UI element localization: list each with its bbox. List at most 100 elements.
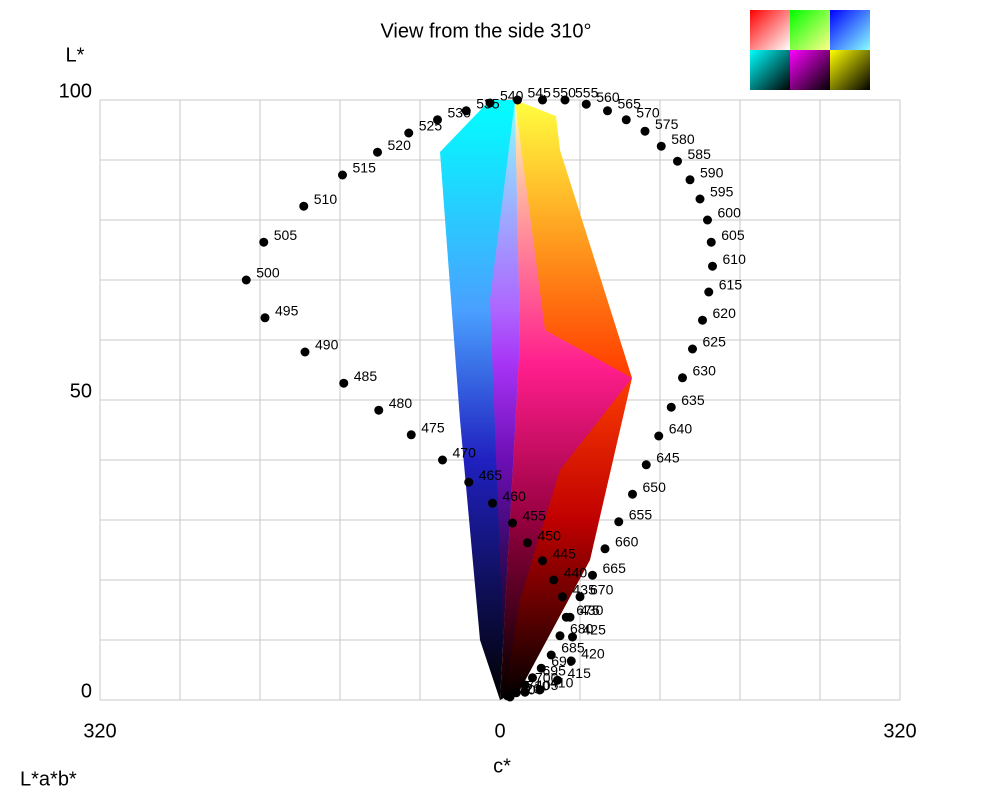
point <box>374 405 384 415</box>
point-label: 455 <box>523 508 547 524</box>
y-axis-label: L* <box>66 44 85 66</box>
point-label: 585 <box>688 146 712 162</box>
point <box>656 141 666 151</box>
point-label: 430 <box>580 602 604 618</box>
point <box>461 106 471 116</box>
point <box>698 315 707 325</box>
point <box>703 215 712 225</box>
point-label: 460 <box>503 488 527 504</box>
point-label: 615 <box>719 277 743 293</box>
point-label: 480 <box>389 395 413 411</box>
point-label: 630 <box>693 363 717 379</box>
point-label: 485 <box>354 368 378 384</box>
point-label: 710 <box>526 678 550 694</box>
point <box>503 691 512 701</box>
point <box>513 95 522 105</box>
corner-label: L*a*b* <box>20 768 77 790</box>
point <box>520 680 530 690</box>
point-label: 600 <box>718 205 742 221</box>
point <box>688 344 697 354</box>
point-label: 595 <box>710 184 734 200</box>
point <box>706 237 716 247</box>
point-label: 590 <box>700 165 724 181</box>
point <box>555 631 565 641</box>
point <box>511 688 521 698</box>
point <box>568 632 577 642</box>
point-label: 610 <box>723 251 747 267</box>
point-label: 425 <box>583 622 607 638</box>
point-label: 510 <box>314 191 338 207</box>
point-label: 690 <box>551 653 575 669</box>
point-label: 520 <box>388 137 412 153</box>
point-label: 505 <box>274 227 298 243</box>
y-tick-label: 100 <box>59 80 92 102</box>
x-axis-label: c* <box>493 755 511 777</box>
point-label: 475 <box>421 420 445 436</box>
point <box>678 373 687 383</box>
point-label: 420 <box>581 646 605 662</box>
x-tick-label: 320 <box>883 720 916 742</box>
point <box>558 592 567 602</box>
point-label: 440 <box>564 565 588 581</box>
point-label: 700 <box>535 670 559 686</box>
point <box>406 430 416 440</box>
point-label: 415 <box>568 665 592 681</box>
chart-title: View from the side 310° <box>380 20 591 42</box>
point-label: 675 <box>576 602 600 618</box>
point-label: 620 <box>713 305 737 321</box>
point <box>339 378 349 388</box>
point <box>508 518 517 528</box>
point <box>523 538 532 548</box>
point <box>695 194 705 204</box>
point <box>600 544 610 554</box>
y-tick-label: 50 <box>70 380 92 402</box>
point <box>538 556 547 566</box>
point <box>338 170 347 180</box>
point <box>673 156 682 166</box>
point-label: 565 <box>618 96 642 112</box>
point-label: 470 <box>453 445 477 461</box>
point-label: 640 <box>669 421 693 437</box>
point-label: 490 <box>315 337 339 353</box>
point <box>538 95 547 105</box>
point-label: 660 <box>615 534 639 550</box>
point <box>259 237 269 247</box>
x-tick-label: 0 <box>494 720 505 742</box>
point <box>404 128 414 138</box>
point-label: 635 <box>681 392 705 408</box>
point-label: 575 <box>655 116 679 132</box>
point-label: 645 <box>656 450 680 466</box>
point-label: 555 <box>575 85 599 101</box>
point <box>560 95 570 105</box>
point <box>260 313 270 323</box>
point-label: 515 <box>353 160 377 176</box>
point-label: 685 <box>561 640 585 656</box>
point-label: 465 <box>479 467 503 483</box>
point-label: 500 <box>256 265 280 281</box>
x-tick-label: 320 <box>83 720 116 742</box>
point <box>614 517 624 527</box>
point-label: 550 <box>553 85 577 101</box>
point <box>488 498 497 508</box>
point <box>561 612 571 622</box>
point <box>535 685 545 695</box>
point <box>373 147 382 157</box>
point <box>621 115 631 125</box>
point-label: 560 <box>596 89 620 105</box>
point <box>708 261 717 271</box>
point <box>464 477 474 487</box>
point <box>666 402 676 412</box>
point-label: 445 <box>553 546 577 562</box>
point <box>575 592 585 602</box>
point <box>520 687 530 697</box>
y-tick-label: 0 <box>81 680 92 702</box>
point <box>433 115 442 125</box>
point-label: 695 <box>543 663 567 679</box>
point <box>640 126 650 136</box>
point-label: 720 <box>518 681 542 697</box>
point-label: 680 <box>570 621 594 637</box>
point <box>641 460 651 470</box>
points: 4004054104154204254304354404454504554604… <box>241 85 747 702</box>
point <box>603 106 612 116</box>
